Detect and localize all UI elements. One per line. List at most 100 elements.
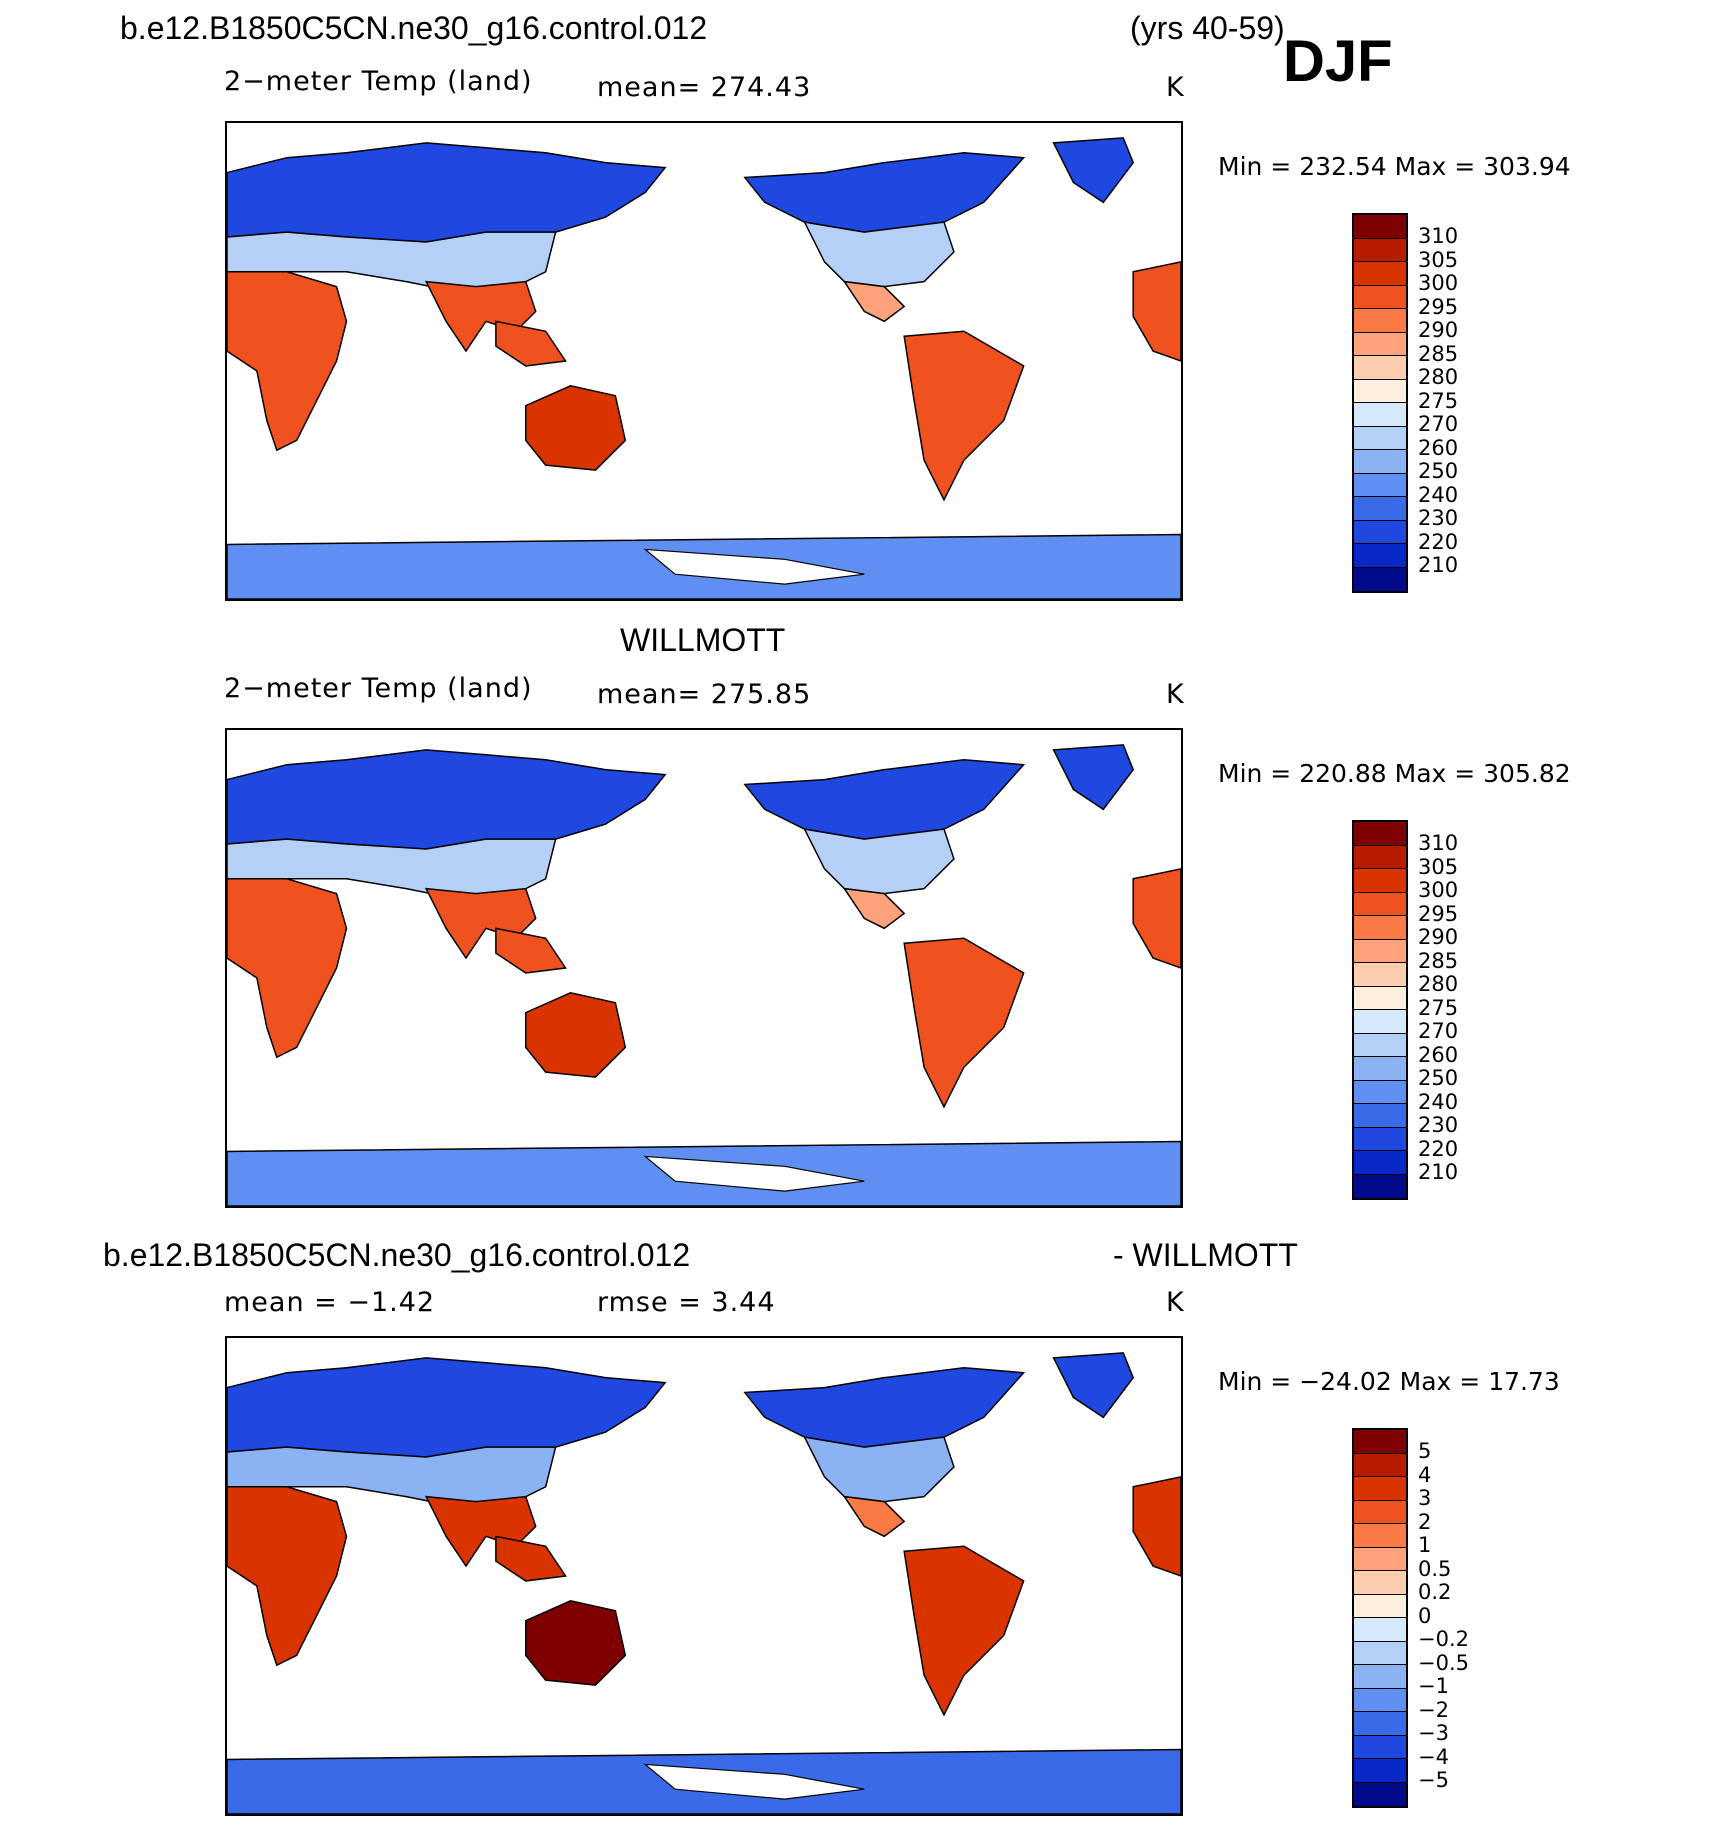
panel2-variable: 2−meter Temp (land) xyxy=(224,673,533,704)
colorbar-label: −4 xyxy=(1418,1744,1449,1769)
greenland-landmass xyxy=(1052,1352,1135,1419)
north-america-mid-landmass xyxy=(803,221,955,288)
colorbar-label: 290 xyxy=(1418,318,1459,342)
colorbar-swatch xyxy=(1354,1594,1406,1618)
colorbar-swatch xyxy=(1354,1524,1406,1548)
colorbar-label: 4 xyxy=(1418,1462,1432,1487)
colorbar-label: 210 xyxy=(1418,553,1459,577)
panel1-minmax: Min = 232.54 Max = 303.94 xyxy=(1218,152,1571,181)
panel3-units: K xyxy=(1166,1287,1185,1318)
colorbar-label: 310 xyxy=(1418,224,1459,248)
panel1-mean: mean= 274.43 xyxy=(597,72,812,103)
australia-landmass xyxy=(525,992,627,1078)
panel1-units: K xyxy=(1166,72,1185,103)
africa-west-edge-landmass xyxy=(1132,261,1181,362)
panel1-map xyxy=(225,121,1183,601)
eurasia-north-landmass xyxy=(227,142,667,243)
africa-landmass xyxy=(227,1486,348,1667)
colorbar-swatch xyxy=(1354,1782,1406,1806)
south-america-landmass xyxy=(903,330,1025,502)
panel3-header-right: - WILLMOTT xyxy=(1113,1237,1298,1273)
colorbar-swatch xyxy=(1354,1151,1406,1175)
panel3-rmse: rmse = 3.44 xyxy=(597,1287,776,1318)
colorbar-label: 305 xyxy=(1418,247,1459,272)
colorbar-swatch xyxy=(1354,1080,1406,1104)
panel2-mean: mean= 275.85 xyxy=(597,679,812,710)
panel1-variable: 2−meter Temp (land) xyxy=(224,66,533,97)
colorbar-swatch xyxy=(1354,1430,1406,1454)
panel2-header: WILLMOTT xyxy=(620,622,786,658)
panel2-colorbar-labels: 310 305 300 295 290 285 280 275 270 260 250 240 230 2… xyxy=(1418,831,1459,1185)
colorbar-label: 310 xyxy=(1418,831,1459,855)
colorbar-label: 0.2 xyxy=(1418,1580,1452,1604)
panel2-colorbar xyxy=(1352,820,1408,1200)
colorbar-swatch xyxy=(1354,1104,1406,1128)
colorbar-swatch xyxy=(1354,520,1406,544)
colorbar-swatch xyxy=(1354,567,1406,591)
colorbar-swatch xyxy=(1354,426,1406,450)
colorbar-label: 230 xyxy=(1418,1113,1459,1137)
panel3-map xyxy=(225,1336,1183,1816)
season-label: DJF xyxy=(1283,29,1393,94)
colorbar-swatch xyxy=(1354,869,1406,893)
africa-west-edge-landmass xyxy=(1132,868,1181,969)
greenland-landmass xyxy=(1052,744,1135,811)
colorbar-label: 0 xyxy=(1418,1603,1432,1628)
colorbar-label: 260 xyxy=(1418,435,1459,460)
colorbar-label: −0.5 xyxy=(1418,1650,1469,1675)
colorbar-label: 3 xyxy=(1418,1486,1432,1510)
africa-landmass xyxy=(227,878,348,1059)
colorbar-swatch xyxy=(1354,963,1406,987)
colorbar-label: 5 xyxy=(1418,1439,1432,1463)
colorbar-swatch xyxy=(1354,1688,1406,1712)
central-america-landmass xyxy=(842,887,906,930)
colorbar-label: 240 xyxy=(1418,1089,1459,1114)
colorbar-label: 250 xyxy=(1418,1066,1459,1090)
colorbar-swatch xyxy=(1354,1057,1406,1081)
colorbar-label: 230 xyxy=(1418,506,1459,530)
colorbar-swatch xyxy=(1354,1453,1406,1477)
colorbar-label: 260 xyxy=(1418,1042,1459,1067)
colorbar-swatch xyxy=(1354,309,1406,333)
colorbar-swatch xyxy=(1354,1174,1406,1198)
colorbar-swatch xyxy=(1354,1033,1406,1057)
colorbar-label: 285 xyxy=(1418,341,1459,366)
colorbar-swatch xyxy=(1354,1641,1406,1665)
colorbar-label: −3 xyxy=(1418,1721,1449,1745)
colorbar-label: 240 xyxy=(1418,482,1459,507)
colorbar-label: 270 xyxy=(1418,1019,1459,1043)
north-america-north-landmass xyxy=(743,1367,1026,1448)
colorbar-label: 250 xyxy=(1418,459,1459,483)
case-title: b.e12.B1850C5CN.ne30_g16.control.012 xyxy=(120,10,708,46)
colorbar-swatch xyxy=(1354,1547,1406,1571)
colorbar-label: 280 xyxy=(1418,365,1459,389)
colorbar-swatch xyxy=(1354,892,1406,916)
colorbar-swatch xyxy=(1354,238,1406,262)
colorbar-swatch xyxy=(1354,379,1406,403)
australia-landmass xyxy=(525,1600,627,1686)
colorbar-label: 220 xyxy=(1418,529,1459,554)
south-america-landmass xyxy=(903,1545,1025,1717)
colorbar-swatch xyxy=(1354,845,1406,869)
colorbar-swatch xyxy=(1354,403,1406,427)
colorbar-label: −5 xyxy=(1418,1768,1449,1792)
ice-shelf xyxy=(643,1155,865,1192)
colorbar-swatch xyxy=(1354,1735,1406,1759)
eurasia-north-landmass xyxy=(227,1357,667,1458)
panel3-colorbar-labels: 5 4 3 2 1 0.5 0.2 0 −0.2 −0.5 −1 −2 −3 −4 −5 xyxy=(1418,1439,1469,1793)
colorbar-label: 295 xyxy=(1418,901,1459,926)
colorbar-swatch xyxy=(1354,1500,1406,1524)
south-america-landmass xyxy=(903,937,1025,1109)
colorbar-label: 0.5 xyxy=(1418,1556,1452,1581)
se-asia-landmass xyxy=(495,927,567,974)
colorbar-label: 270 xyxy=(1418,412,1459,436)
years-label: (yrs 40-59) xyxy=(1130,10,1285,46)
colorbar-swatch xyxy=(1354,986,1406,1010)
north-america-mid-landmass xyxy=(803,1436,955,1503)
panel3-header-left: b.e12.B1850C5CN.ne30_g16.control.012 xyxy=(103,1237,691,1273)
colorbar-label: 285 xyxy=(1418,948,1459,973)
eurasia-north-landmass xyxy=(227,749,667,850)
colorbar-label: 300 xyxy=(1418,878,1459,902)
central-america-landmass xyxy=(842,1495,906,1538)
colorbar-swatch xyxy=(1354,1571,1406,1595)
